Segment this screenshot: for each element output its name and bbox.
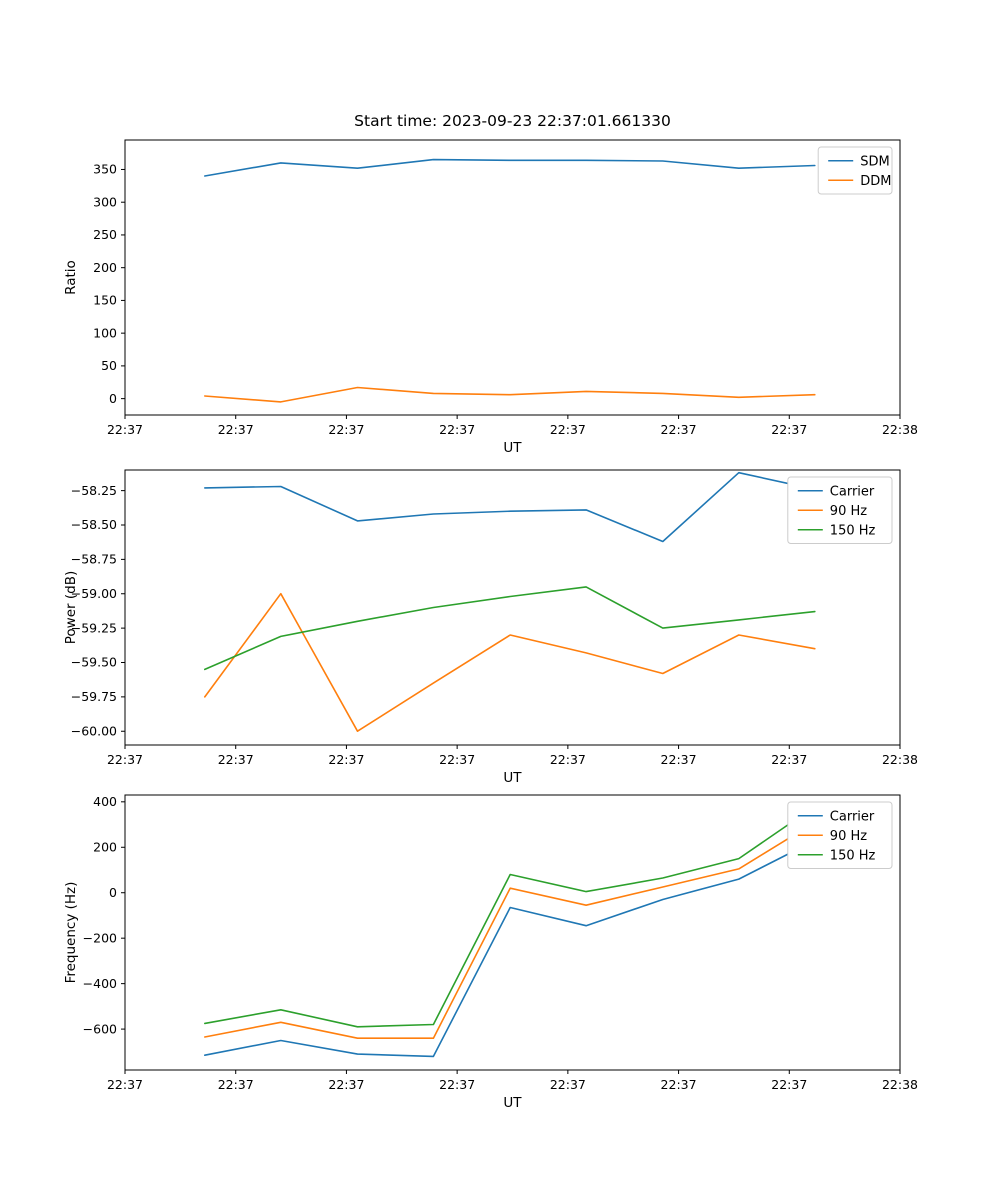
series-line-150-hz: [204, 805, 816, 1028]
y-tick-label: 100: [93, 325, 117, 340]
x-axis-label: UT: [503, 1095, 522, 1111]
legend-label: Carrier: [830, 484, 875, 499]
x-tick-label: 22:37: [661, 752, 697, 767]
legend-box: [787, 801, 893, 869]
x-tick-label: 22:38: [882, 752, 918, 767]
x-tick-label: 22:37: [550, 422, 586, 437]
y-tick-label: −600: [83, 1021, 117, 1036]
legend-box: [787, 476, 893, 544]
y-tick-label: 150: [93, 293, 117, 308]
x-tick-label: 22:38: [882, 422, 918, 437]
series-line-150-hz: [204, 586, 816, 671]
y-tick-label: 200: [93, 260, 117, 275]
y-tick-label: −59.00: [71, 586, 117, 601]
y-tick-label: 400: [93, 794, 117, 809]
y-tick-label: −200: [83, 930, 117, 945]
y-axis-label: Frequency (Hz): [63, 882, 79, 984]
subplot-ratio: Start time: 2023-09-23 22:37:01.661330 0 5…: [63, 112, 918, 456]
y-tick-label: −60.00: [71, 723, 117, 738]
x-tick-label: 22:37: [107, 1077, 143, 1092]
figure-title: Start time: 2023-09-23 22:37:01.661330: [354, 112, 671, 130]
x-tick-label: 22:37: [661, 1077, 697, 1092]
x-tick-label: 22:37: [328, 422, 364, 437]
x-axis-label: UT: [503, 770, 522, 786]
x-tick-label: 22:37: [107, 422, 143, 437]
y-tick-label: −59.25: [71, 620, 117, 635]
series-line-carrier: [204, 839, 816, 1058]
legend: Carrier 90 Hz 150 Hz: [787, 476, 893, 544]
y-tick-label: 300: [93, 194, 117, 209]
y-tick-label: −58.75: [71, 552, 117, 567]
legend-label: 90 Hz: [830, 504, 867, 519]
legend-label: 150 Hz: [830, 848, 876, 863]
x-tick-label: 22:37: [439, 1077, 475, 1092]
legend-label: Carrier: [830, 809, 875, 824]
x-tick-label: 22:37: [328, 752, 364, 767]
x-tick-label: 22:37: [771, 1077, 807, 1092]
x-tick-label: 22:37: [328, 1077, 364, 1092]
legend: SDM DDM: [817, 146, 893, 195]
y-axis-label: Ratio: [63, 260, 79, 295]
legend-box: [817, 146, 893, 195]
x-tick-label: 22:37: [661, 422, 697, 437]
subplot-power: −60.00 −59.75 −59.50 −59.25 −59.00 −58.75 −58.…: [63, 469, 918, 786]
x-axis-label: UT: [503, 440, 522, 456]
series-line-90-hz: [204, 592, 816, 733]
series-line-ddm: [204, 386, 816, 403]
x-tick-label: 22:37: [771, 422, 807, 437]
legend-label: 90 Hz: [830, 829, 867, 844]
x-tick-label: 22:37: [550, 1077, 586, 1092]
x-tick-label: 22:37: [218, 752, 254, 767]
y-tick-label: 200: [93, 839, 117, 854]
series-line-carrier: [204, 471, 816, 543]
axes-frame: [124, 469, 901, 746]
axes-frame: [124, 139, 901, 416]
y-tick-label: −58.25: [71, 483, 117, 498]
y-axis-label: Power (dB): [63, 571, 79, 644]
legend: Carrier 90 Hz 150 Hz: [787, 801, 893, 869]
legend-label: DDM: [860, 174, 891, 189]
y-tick-label: −59.75: [71, 689, 117, 704]
x-tick-label: 22:37: [218, 1077, 254, 1092]
y-tick-label: −59.50: [71, 655, 117, 670]
series-line-90-hz: [204, 821, 816, 1039]
y-tick-label: 0: [109, 885, 117, 900]
x-tick-label: 22:37: [439, 752, 475, 767]
x-tick-label: 22:37: [771, 752, 807, 767]
y-tick-label: 350: [93, 162, 117, 177]
legend-label: 150 Hz: [830, 523, 876, 538]
axes-frame: [124, 794, 901, 1071]
legend-label: SDM: [860, 154, 889, 169]
y-tick-label: −400: [83, 976, 117, 991]
x-tick-label: 22:38: [882, 1077, 918, 1092]
y-tick-label: 250: [93, 227, 117, 242]
subplot-frequency: −600 −400 −200 0 200 400 22:37 22:37 22:37 22:37 2…: [63, 794, 918, 1111]
y-tick-label: 50: [101, 358, 117, 373]
x-tick-label: 22:37: [107, 752, 143, 767]
y-tick-label: 0: [109, 391, 117, 406]
series-line-sdm: [204, 158, 816, 177]
x-tick-label: 22:37: [218, 422, 254, 437]
y-tick-label: −58.50: [71, 517, 117, 532]
x-tick-label: 22:37: [550, 752, 586, 767]
x-tick-label: 22:37: [439, 422, 475, 437]
